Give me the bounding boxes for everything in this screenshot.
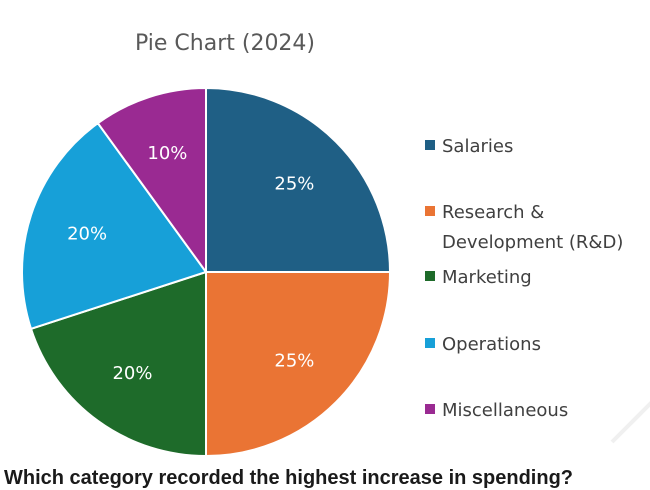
legend-swatch bbox=[425, 140, 435, 150]
pie-slice bbox=[29, 270, 207, 458]
legend-label: Salaries bbox=[442, 136, 513, 157]
legend-item: Miscellaneous bbox=[425, 400, 568, 421]
legend-label: Miscellaneous bbox=[442, 400, 568, 421]
legend-item: Research & Development (R&D) bbox=[425, 202, 623, 253]
slice-value-label: 25% bbox=[274, 174, 314, 195]
legend-item: Salaries bbox=[425, 136, 513, 157]
legend-item: Marketing bbox=[425, 267, 532, 288]
legend-swatch bbox=[425, 206, 435, 216]
legend: Salaries Research & Development (R&D) Marke… bbox=[425, 136, 623, 421]
legend-label: Marketing bbox=[442, 267, 532, 288]
pie-slice bbox=[21, 121, 208, 331]
legend-item: Operations bbox=[425, 334, 541, 355]
slice-value-label: 10% bbox=[147, 143, 187, 164]
legend-swatch bbox=[425, 271, 435, 281]
pie-slice bbox=[96, 86, 207, 276]
footer-question: Which category recorded the highest incr… bbox=[4, 467, 574, 489]
slice-value-label: 25% bbox=[274, 350, 314, 371]
slice-value-label: 20% bbox=[67, 223, 107, 244]
pie-slice-labels: 25% 25% 20% 20% 10% bbox=[67, 143, 314, 384]
legend-label: Operations bbox=[442, 334, 541, 355]
chart-title: Pie Chart (2024) bbox=[135, 31, 315, 56]
legend-label: Research & Development (R&D) bbox=[442, 202, 623, 253]
legend-swatch bbox=[425, 338, 435, 348]
pie-slices bbox=[21, 86, 392, 458]
legend-swatch bbox=[425, 404, 435, 414]
pie-slice bbox=[205, 86, 392, 273]
slice-value-label: 20% bbox=[112, 363, 152, 384]
pie-slice bbox=[205, 271, 392, 458]
